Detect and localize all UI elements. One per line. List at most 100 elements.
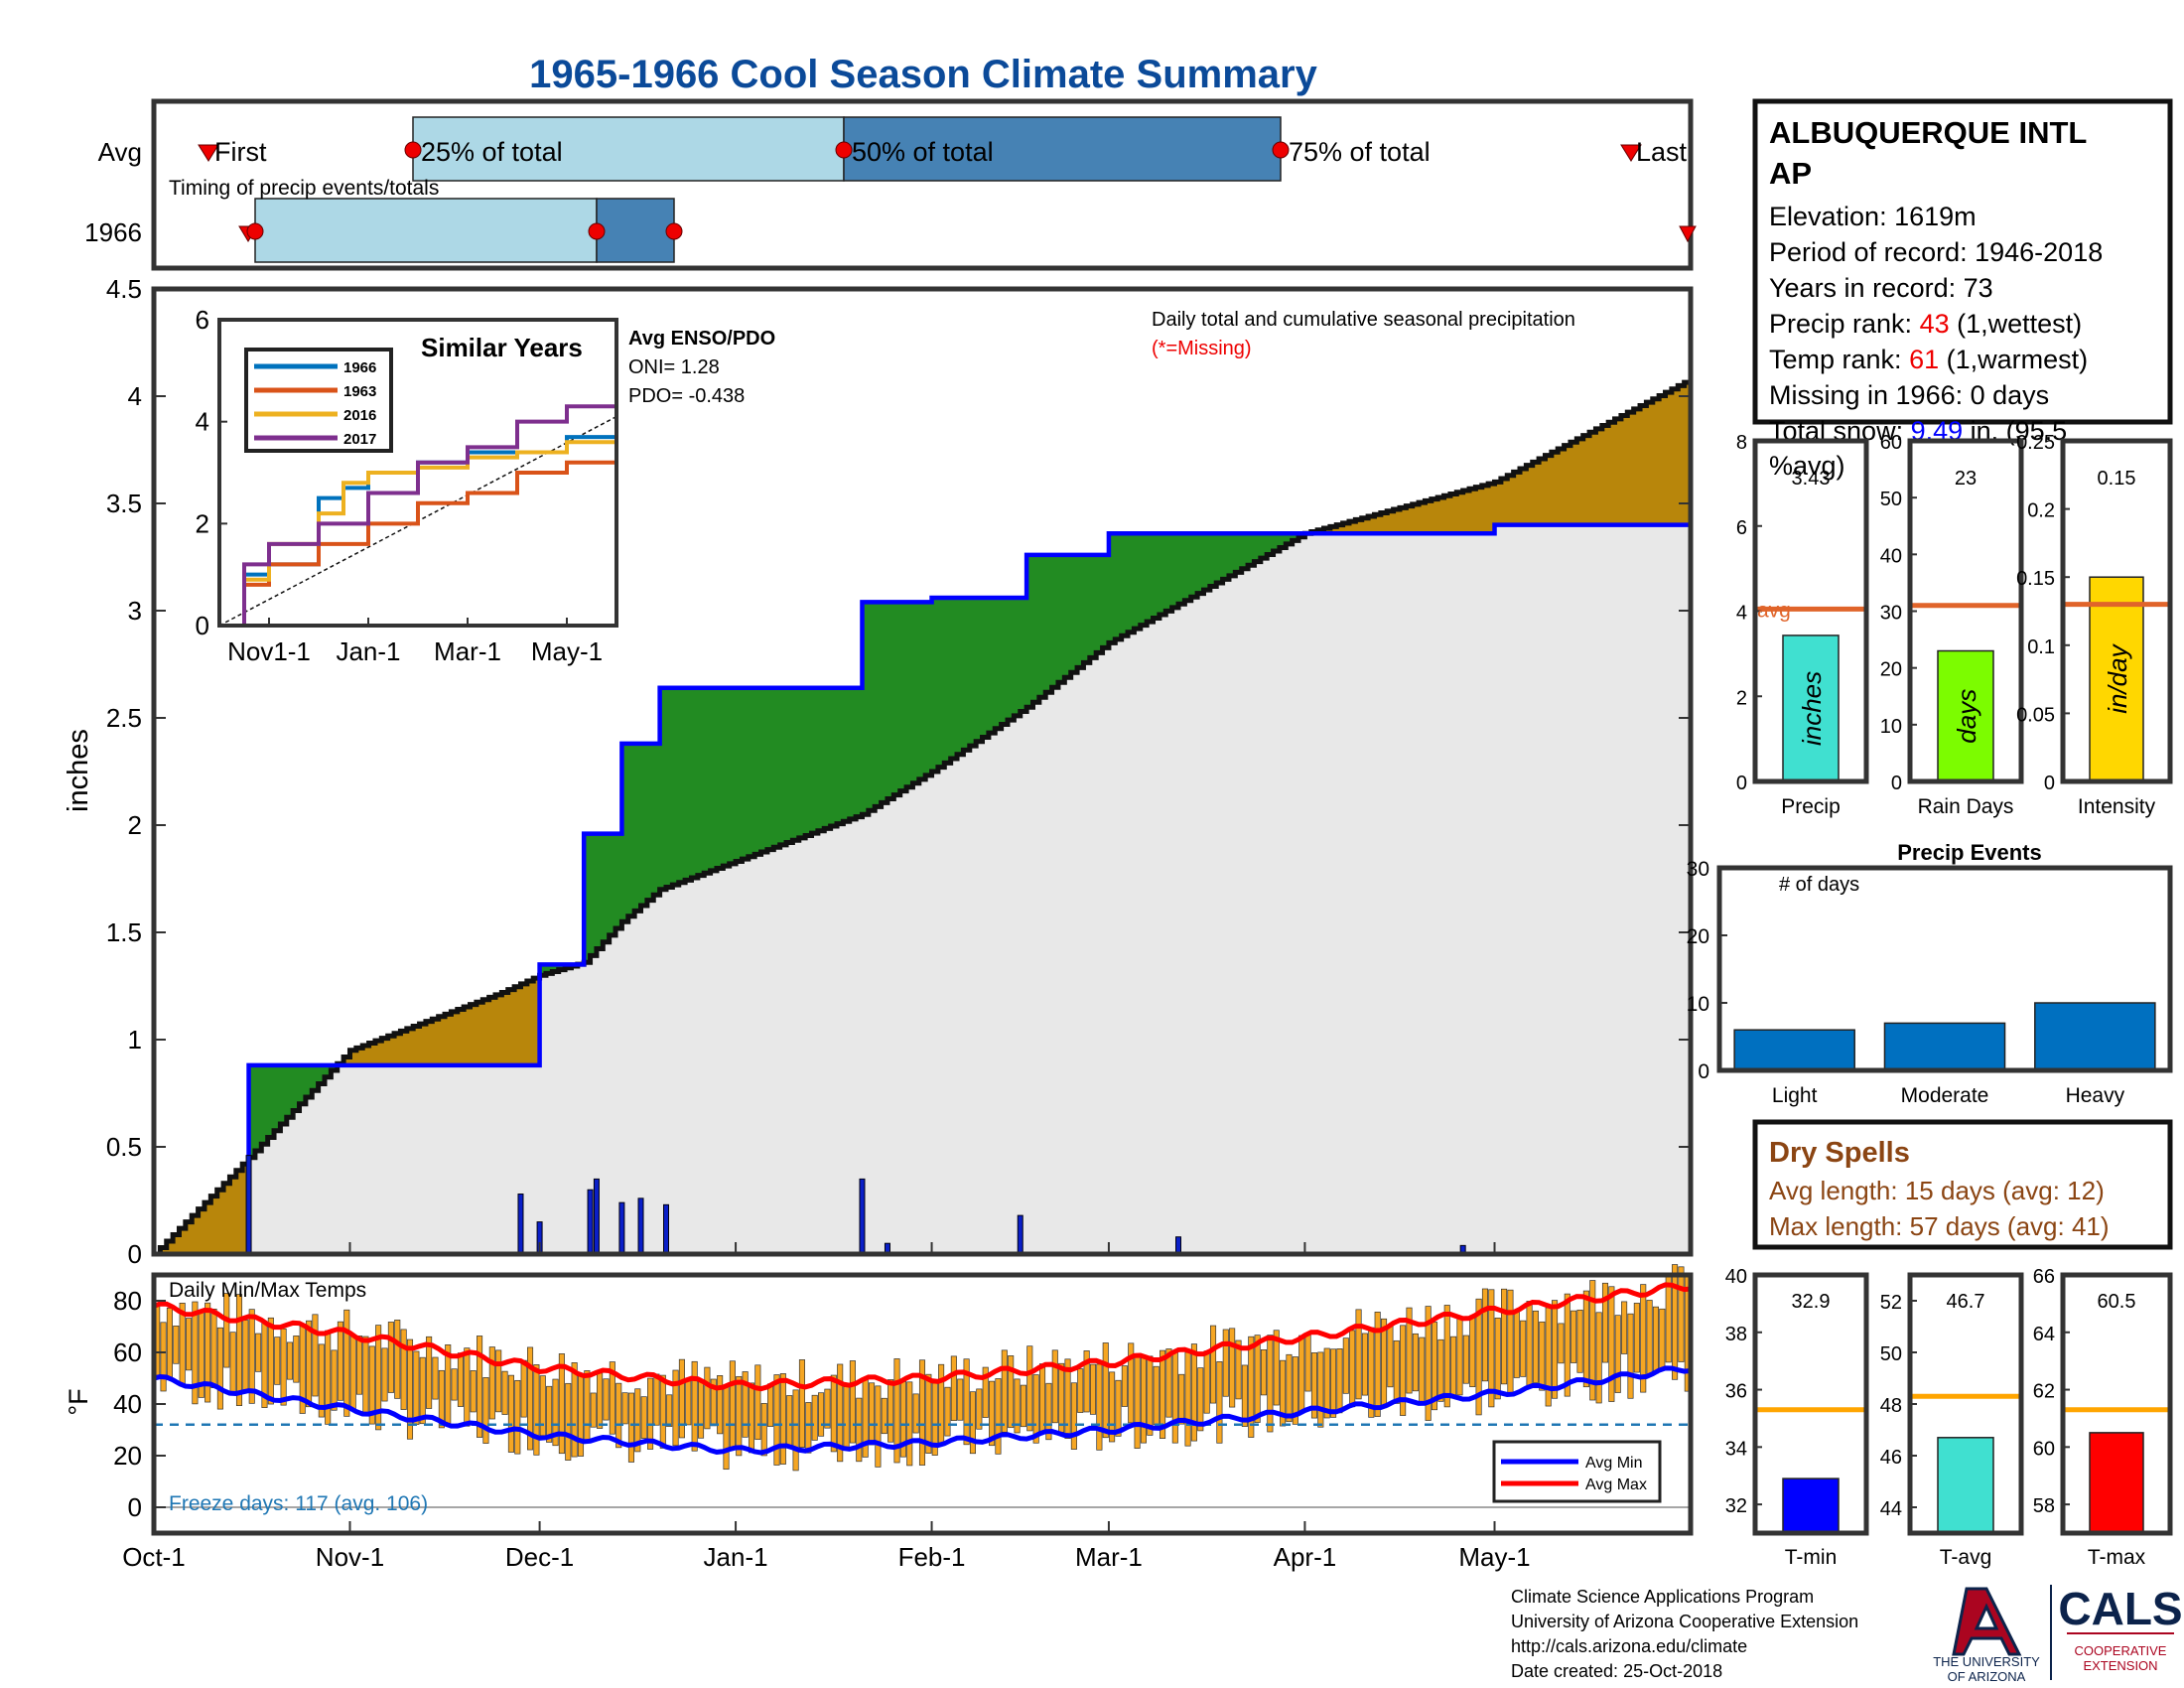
inset-xtick-label: Jan-1 xyxy=(336,636,400,666)
year-25-50-box xyxy=(254,198,598,263)
summary-bars: 0 2 4 6 8 3.43 inches Precip avg 0 10 20 30 40 50 60 23 d… xyxy=(1736,432,2173,818)
daily-temp-range-bar xyxy=(1171,1351,1178,1444)
daily-temp-range-bar xyxy=(186,1318,193,1371)
summary-ytick-label: 6 xyxy=(1736,517,1747,539)
daily-temp-range-bar xyxy=(318,1343,325,1418)
summary-bar-intensity xyxy=(2089,576,2144,782)
daily-temp-range-bar xyxy=(400,1329,407,1410)
daily-temp-range-bar xyxy=(786,1395,793,1448)
temp-bar-ytick-label: 32 xyxy=(1725,1495,1747,1517)
temp-rank: Temp rank: 61 (1,warmest) xyxy=(1769,345,2088,374)
daily-temp-range-bar xyxy=(792,1389,799,1472)
daily-temp-range-bar xyxy=(1361,1333,1368,1396)
daily-temp-range-bar xyxy=(539,1375,546,1437)
daily-temp-range-bar xyxy=(1032,1374,1039,1444)
ua-line-1: THE UNIVERSITY xyxy=(1933,1654,2040,1669)
summary-ytick-label: 0 xyxy=(2044,773,2055,794)
summary-ytick-label: 2 xyxy=(1736,687,1747,709)
last-marker-avg xyxy=(1620,144,1642,162)
daily-temp-range-bar xyxy=(893,1358,900,1464)
daily-temp-range-bar xyxy=(1273,1330,1280,1406)
station-period: Period of record: 1946-2018 xyxy=(1769,237,2103,267)
daily-temp-range-bar xyxy=(1210,1325,1217,1404)
daily-precip-bar xyxy=(618,1201,625,1255)
summary-value-precip: 3.43 xyxy=(1792,468,1831,490)
date-xtick-label: Jan-1 xyxy=(704,1542,768,1572)
below-average-area xyxy=(160,382,1692,1254)
daily-temp-range-bar xyxy=(223,1293,230,1368)
daily-temp-range-bar xyxy=(527,1346,534,1451)
daily-temp-range-bar xyxy=(912,1393,919,1434)
temp-bar-value-tavg: 46.7 xyxy=(1947,1291,1985,1313)
daily-temp-range-bar xyxy=(337,1321,343,1401)
daily-temp-range-bar xyxy=(805,1402,812,1454)
daily-temp-range-bar xyxy=(1077,1368,1084,1413)
daily-temp-range-bar xyxy=(1462,1335,1469,1384)
avg-75-marker xyxy=(1272,141,1290,159)
temp-bar-label-tavg: T-avg xyxy=(1940,1546,1992,1569)
first-marker-avg xyxy=(198,144,219,162)
daily-temp-range-bar xyxy=(1058,1362,1065,1433)
daily-temp-range-bar xyxy=(368,1345,375,1425)
daily-temp-range-bar xyxy=(1260,1348,1268,1396)
daily-temp-range-bar xyxy=(944,1386,951,1437)
daily-temp-range-bar xyxy=(286,1341,293,1380)
daily-temp-range-bar xyxy=(830,1374,837,1453)
temp-frame-tmax xyxy=(2060,1272,2173,1536)
daily-temp-range-bar xyxy=(1564,1293,1570,1397)
daily-temp-range-bar xyxy=(856,1397,863,1463)
main-ytick-label: 0 xyxy=(128,1239,142,1269)
daily-temp-range-bar xyxy=(1026,1345,1033,1432)
summary-bar-raindays xyxy=(1937,649,1994,782)
daily-temp-range-bar xyxy=(280,1328,287,1406)
inset-xtick-label: Mar-1 xyxy=(434,636,501,666)
similar-years-inset: 0 2 4 6 Nov1-1 Jan-1 Mar-1 May-1 Similar Years… xyxy=(196,305,776,666)
daily-temp-range-bar xyxy=(1001,1349,1008,1433)
daily-temp-range-bar xyxy=(306,1320,313,1408)
daily-temp-range-bar xyxy=(1640,1284,1647,1393)
daily-temp-range-bar xyxy=(760,1403,767,1457)
daily-temp-range-bar xyxy=(1330,1348,1337,1418)
summary-value-intensity: 0.15 xyxy=(2098,468,2136,490)
date-xtick-label: Dec-1 xyxy=(505,1542,574,1572)
footer-line-1: Climate Science Applications Program xyxy=(1511,1587,1814,1607)
daily-precip-bar xyxy=(1175,1236,1181,1255)
timing-caption: Timing of precip events/totals xyxy=(169,177,439,200)
daily-temp-range-bar xyxy=(1109,1371,1116,1443)
inset-series-2016 xyxy=(219,426,618,628)
daily-temp-range-bar xyxy=(1393,1339,1400,1404)
daily-precip-bar xyxy=(1017,1214,1024,1255)
temperature-panel: 0 20 40 60 80 Daily Min/Max Temps °F Freeze … xyxy=(64,1242,1694,1572)
summary-bar-precip xyxy=(1782,634,1840,782)
daily-temp-range-bar xyxy=(887,1379,894,1443)
daily-temp-range-bar xyxy=(1070,1382,1077,1450)
daily-temp-range-bar xyxy=(1425,1306,1432,1421)
daily-temp-range-bar xyxy=(1633,1303,1640,1373)
daily-temp-range-bar xyxy=(362,1336,369,1415)
summary-avg-label: avg xyxy=(1757,599,1791,622)
daily-temp-range-bar xyxy=(1203,1350,1210,1414)
daily-temp-range-bar xyxy=(1128,1342,1135,1424)
daily-temp-range-bar xyxy=(1121,1365,1128,1407)
daily-temp-range-bar xyxy=(875,1385,882,1468)
daily-temp-range-bar xyxy=(748,1382,755,1454)
daily-temp-range-bar xyxy=(255,1333,262,1372)
daily-temp-range-bar xyxy=(192,1301,199,1405)
event-bar-moderate xyxy=(1883,1022,2006,1071)
daily-temp-range-bar xyxy=(216,1327,223,1410)
daily-temp-range-bar xyxy=(1443,1305,1450,1408)
temp-bar-ytick-label: 34 xyxy=(1725,1438,1747,1460)
temp-title: Daily Min/Max Temps xyxy=(169,1279,366,1302)
daily-temp-range-bar xyxy=(938,1363,945,1444)
temp-ytick-label: 20 xyxy=(113,1441,142,1471)
daily-temp-range-bar xyxy=(723,1384,730,1471)
daily-temp-range-bar xyxy=(1501,1288,1508,1385)
daily-precip-bar xyxy=(517,1194,524,1255)
temp-legend-box xyxy=(1492,1440,1662,1503)
daily-temp-range-bar xyxy=(1589,1280,1596,1401)
timing-panel: Avg 1966 Timing of precip events/totals … xyxy=(84,98,1697,271)
daily-temp-range-bar xyxy=(1292,1356,1298,1425)
daily-precip-bar xyxy=(663,1203,669,1255)
summary-value-raindays: 23 xyxy=(1955,468,1977,490)
daily-temp-range-bar xyxy=(565,1382,572,1461)
